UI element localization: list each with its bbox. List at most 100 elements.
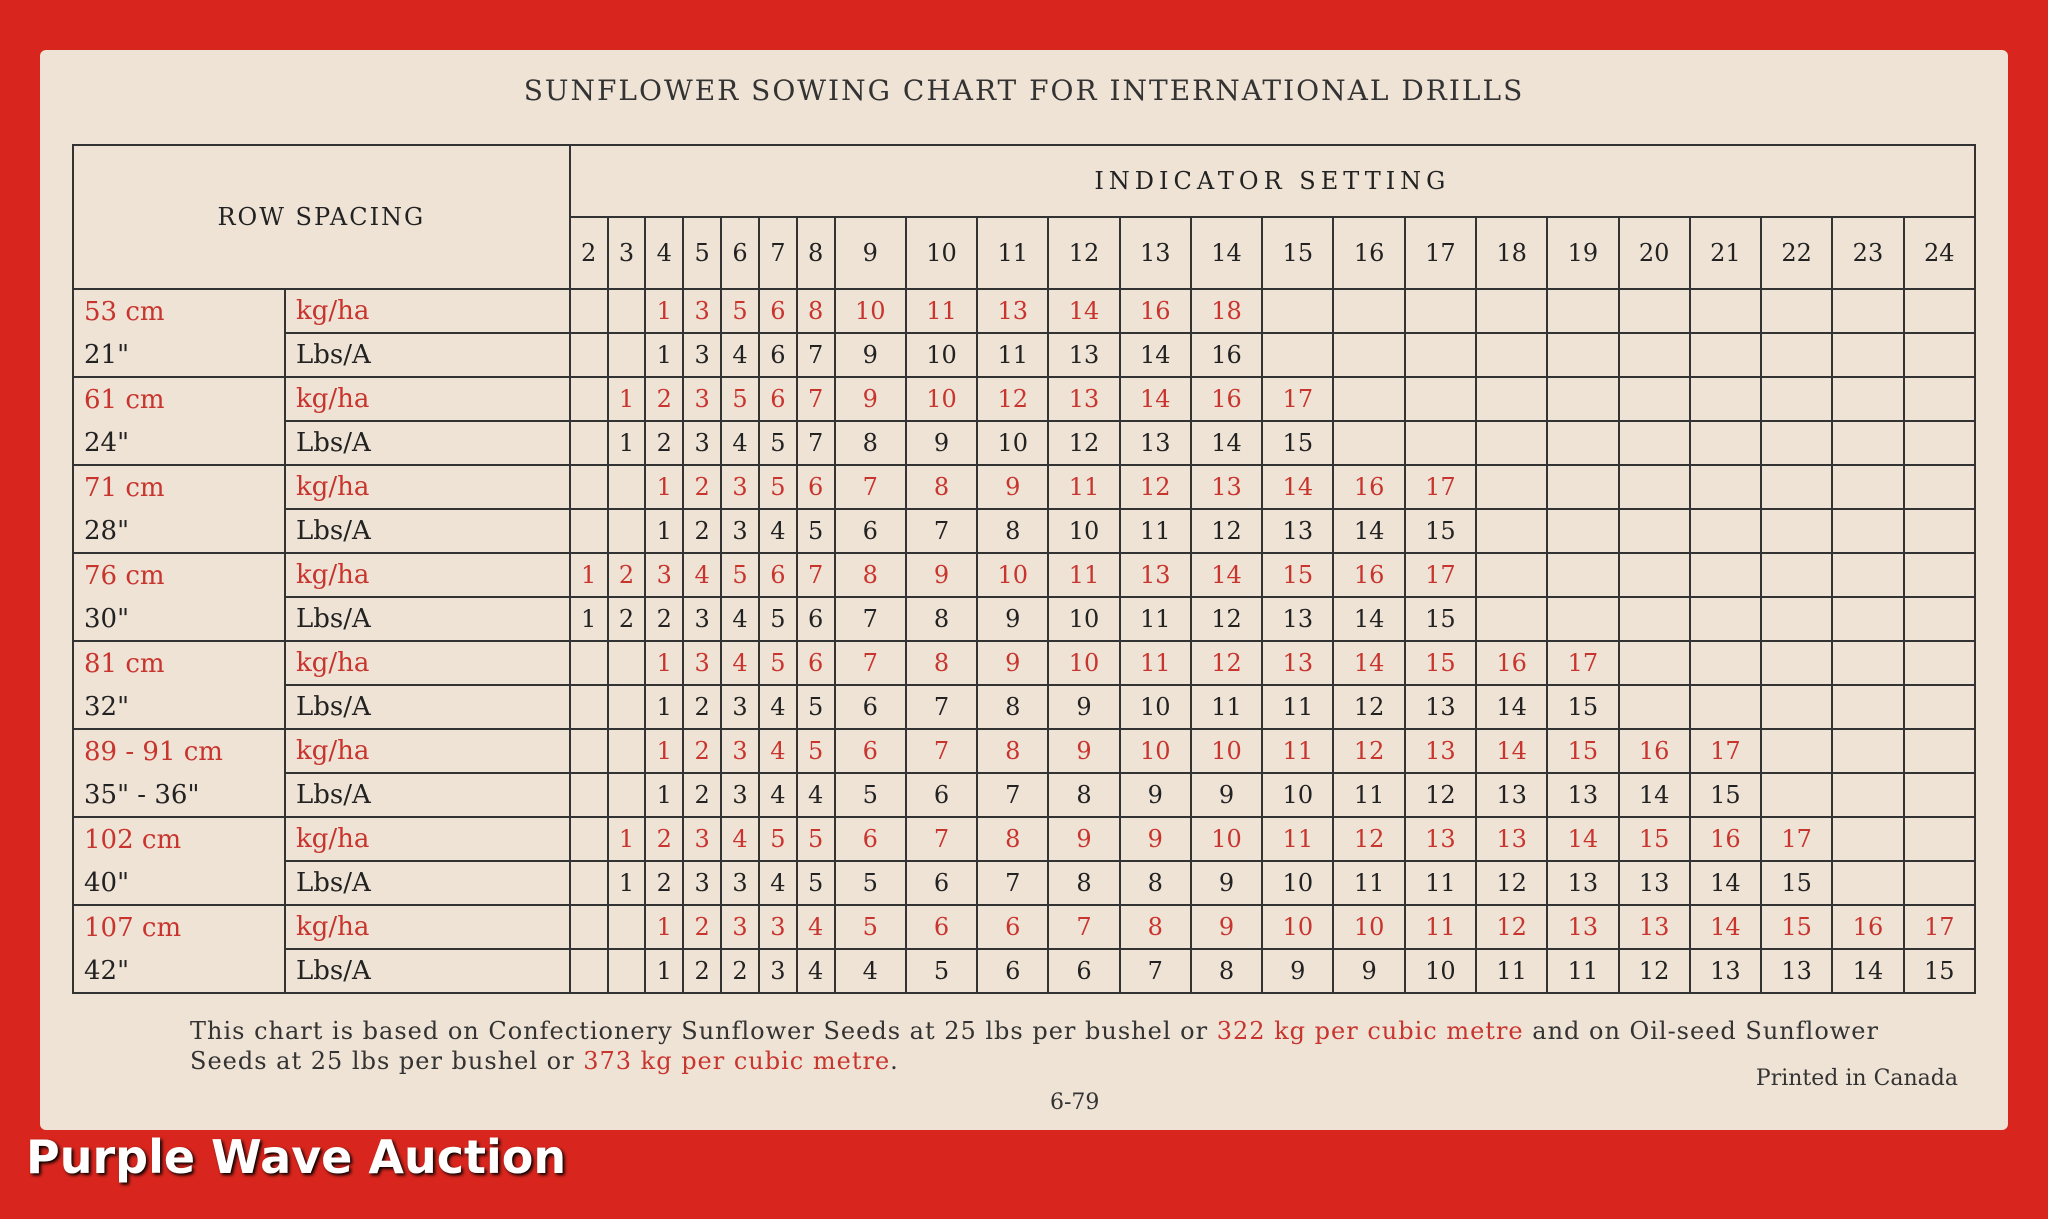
empty-cell <box>1617 464 1691 510</box>
empty-cell <box>1902 860 1977 906</box>
rate: 12 <box>1189 596 1264 642</box>
setting: 22 <box>1760 216 1834 290</box>
empty-cell <box>1617 376 1691 422</box>
rate: 13 <box>1546 904 1620 950</box>
rate: 7 <box>833 464 907 510</box>
setting: 9 <box>833 216 907 290</box>
empty-cell <box>1688 640 1763 686</box>
rate: 4 <box>757 508 798 554</box>
rate: 6 <box>757 552 798 598</box>
empty-cell <box>1831 816 1905 862</box>
rate: 16 <box>1688 816 1763 862</box>
rate: 9 <box>1189 904 1264 950</box>
empty-cell <box>1688 332 1763 378</box>
rate: 3 <box>720 772 760 818</box>
empty-cell <box>606 640 647 686</box>
empty-cell <box>606 508 647 554</box>
data-row: 102 cm kg/ha 1 2 3 4 5 5 6 7 8 9 9 10 11 12 13 13 14 15 16 17 <box>72 816 1977 862</box>
empty-cell <box>568 728 609 774</box>
rate: 2 <box>682 904 723 950</box>
rate: 8 <box>976 728 1050 774</box>
rate: 2 <box>644 420 685 466</box>
unit: Lbs/A <box>284 948 571 994</box>
rate: 8 <box>976 684 1050 730</box>
empty-cell <box>1688 552 1763 598</box>
rate: 13 <box>1688 948 1763 994</box>
rate: 1 <box>644 948 685 994</box>
rate: 5 <box>795 508 836 554</box>
rate: 9 <box>976 596 1050 642</box>
rate: 11 <box>904 288 979 334</box>
rate: 5 <box>757 596 798 642</box>
rate: 8 <box>1118 860 1192 906</box>
rate: 1 <box>644 288 685 334</box>
metric-spacing: 102 cm <box>72 816 286 861</box>
empty-cell <box>1760 552 1834 598</box>
unit: kg/ha <box>284 728 571 774</box>
empty-cell <box>1902 420 1977 466</box>
empty-cell <box>1760 684 1834 730</box>
imperial-spacing: 32" <box>72 685 286 730</box>
rate: 13 <box>1403 728 1477 774</box>
imperial-spacing: 21" <box>72 333 286 378</box>
empty-cell <box>1902 464 1977 510</box>
rate: 15 <box>1261 552 1335 598</box>
empty-cell <box>1831 288 1905 334</box>
rate: 2 <box>720 948 760 994</box>
rate: 10 <box>976 552 1050 598</box>
rate: 12 <box>1118 464 1192 510</box>
rate: 5 <box>795 684 836 730</box>
imperial-spacing: 42" <box>72 949 286 994</box>
rate: 7 <box>795 332 836 378</box>
sowing-table: ROW SPACING INDICATOR SETTING 2 3 4 5 6 7 8 9 10 11… <box>72 144 1977 994</box>
rate: 10 <box>1118 728 1192 774</box>
data-row: 30" Lbs/A 1 2 2 3 4 5 6 7 8 9 10 11 12 13 14 15 <box>72 596 1977 642</box>
rate: 17 <box>1403 464 1477 510</box>
rate: 8 <box>1047 772 1121 818</box>
setting: 7 <box>757 216 798 290</box>
rate: 7 <box>795 552 836 598</box>
metric-spacing: 81 cm <box>72 640 286 685</box>
rate: 7 <box>795 420 836 466</box>
rate: 6 <box>904 904 979 950</box>
rate: 11 <box>1261 816 1335 862</box>
rate: 6 <box>904 860 979 906</box>
empty-cell <box>1332 376 1406 422</box>
footnote-part: 322 kg per cubic metre <box>1216 1017 1524 1045</box>
rate: 10 <box>1261 860 1335 906</box>
empty-cell <box>568 376 609 422</box>
rate: 12 <box>1474 904 1549 950</box>
rate: 14 <box>1546 816 1620 862</box>
empty-cell <box>568 816 609 862</box>
rate: 13 <box>1261 508 1335 554</box>
rate: 6 <box>833 684 907 730</box>
rate: 11 <box>1403 860 1477 906</box>
footnote-part: . <box>890 1047 899 1075</box>
rate: 9 <box>1189 772 1264 818</box>
rate: 16 <box>1332 552 1406 598</box>
rate: 13 <box>1546 772 1620 818</box>
rate: 8 <box>1047 860 1121 906</box>
empty-cell <box>1831 772 1905 818</box>
rate: 12 <box>976 376 1050 422</box>
title: SUNFLOWER SOWING CHART FOR INTERNATIONAL… <box>523 74 1525 107</box>
rate: 1 <box>644 508 685 554</box>
empty-cell <box>1902 376 1977 422</box>
empty-cell <box>1332 332 1406 378</box>
rate: 9 <box>904 552 979 598</box>
rate: 2 <box>682 508 723 554</box>
rate: 16 <box>1831 904 1905 950</box>
data-row: 35" - 36" Lbs/A 1 2 3 4 4 5 6 7 8 9 9 10 11 12 13 13 14 15 <box>72 772 1977 818</box>
rate: 18 <box>1189 288 1264 334</box>
rate: 14 <box>1118 376 1192 422</box>
empty-cell <box>1261 288 1335 334</box>
rate: 15 <box>1403 640 1477 686</box>
rate: 1 <box>644 464 685 510</box>
setting: 21 <box>1688 216 1763 290</box>
rate: 13 <box>1261 596 1335 642</box>
rate: 9 <box>904 420 979 466</box>
rate: 6 <box>976 904 1050 950</box>
empty-cell <box>1760 464 1834 510</box>
rate: 4 <box>757 860 798 906</box>
data-row: 42" Lbs/A 1 2 2 3 4 4 5 6 6 7 8 9 9 10 11 11 12 13 13 14 15 <box>72 948 1977 994</box>
